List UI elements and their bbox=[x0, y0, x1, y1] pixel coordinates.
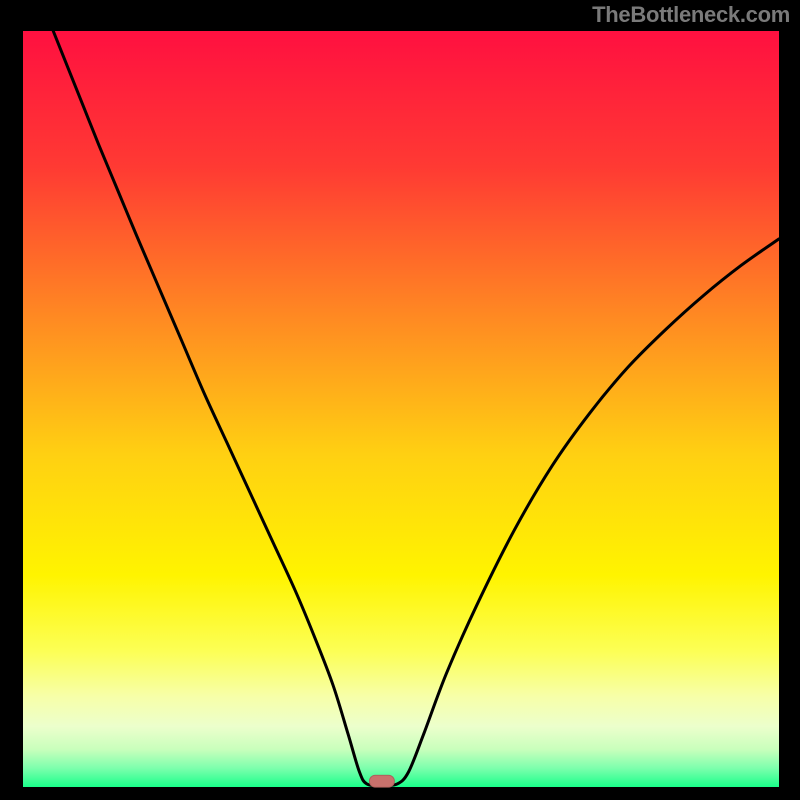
plot-frame bbox=[23, 31, 779, 787]
optimum-marker bbox=[369, 775, 395, 788]
chart-root: TheBottleneck.com bbox=[0, 0, 800, 800]
bottleneck-curve bbox=[23, 31, 779, 787]
curve-path bbox=[53, 31, 779, 786]
watermark-text: TheBottleneck.com bbox=[592, 2, 790, 28]
